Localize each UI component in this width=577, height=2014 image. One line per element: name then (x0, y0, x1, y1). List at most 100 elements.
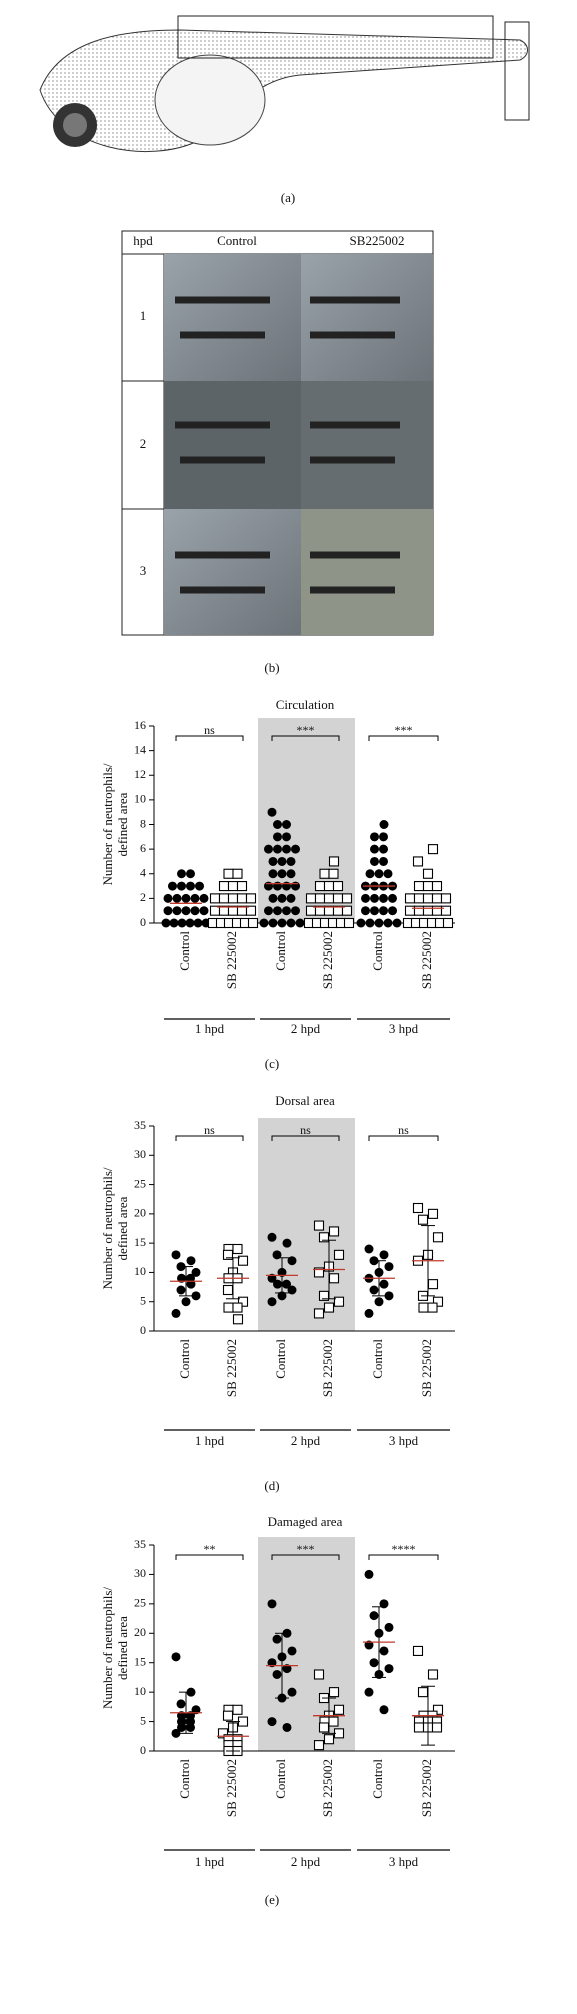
data-point (286, 893, 296, 903)
data-point (328, 1687, 340, 1698)
group-label: 3 hpd (389, 1433, 419, 1448)
data-point (291, 906, 300, 916)
data-point (181, 1297, 191, 1307)
data-point (379, 893, 388, 903)
data-point (168, 881, 177, 891)
data-point (171, 1250, 181, 1260)
data-point (227, 893, 239, 904)
data-point (313, 1669, 325, 1680)
y-axis-label: defined area (115, 792, 130, 856)
data-point (323, 881, 335, 892)
data-point (341, 893, 353, 904)
shaded-region (258, 718, 355, 923)
row-label: 1 (140, 308, 147, 323)
data-point (365, 918, 375, 928)
y-tick-label: 10 (134, 792, 146, 806)
y-axis-label: Number of neutrophils/ (100, 1167, 115, 1289)
y-tick-label: 5 (140, 1713, 146, 1727)
data-point (412, 856, 424, 867)
data-point (384, 1664, 394, 1674)
data-point (383, 918, 393, 928)
table-header: Control (217, 233, 257, 248)
x-tick-label: SB 225002 (224, 931, 239, 989)
data-point (286, 856, 296, 866)
data-point (364, 1244, 374, 1254)
data-point (427, 1208, 439, 1219)
data-point (343, 917, 355, 929)
panel-label: (a) (281, 190, 295, 205)
significance-bracket (368, 1554, 439, 1560)
shaded-region (258, 1118, 355, 1331)
x-tick-label: Control (370, 1339, 385, 1379)
data-point (364, 1640, 374, 1650)
data-point (172, 893, 182, 903)
data-point (267, 807, 277, 817)
data-point (218, 893, 230, 904)
data-point (171, 1652, 181, 1662)
significance-bracket (175, 1135, 244, 1141)
group-label: 1 hpd (195, 1021, 225, 1036)
data-point (412, 1202, 424, 1214)
group-label: 2 hpd (291, 1854, 321, 1869)
y-tick-label: 20 (134, 1625, 146, 1639)
y-tick-label: 16 (134, 718, 146, 732)
data-point (282, 906, 291, 916)
data-point (370, 856, 379, 866)
data-point (282, 1238, 292, 1248)
data-point (267, 1717, 277, 1727)
data-point (185, 918, 195, 928)
data-point (432, 1704, 444, 1715)
x-tick-label: SB 225002 (320, 1339, 335, 1397)
x-tick-label: SB 225002 (224, 1339, 239, 1397)
data-point (379, 1705, 389, 1715)
y-axis-label: Number of neutrophils/ (100, 1587, 115, 1709)
y-tick-label: 35 (134, 1537, 146, 1551)
data-point (247, 917, 259, 929)
data-point (259, 918, 269, 928)
data-point (222, 1249, 234, 1260)
x-tick-label: SB 225002 (419, 1339, 434, 1397)
significance-label: ns (204, 723, 215, 737)
data-point (364, 1308, 374, 1318)
data-point (268, 856, 278, 866)
data-point (413, 893, 425, 904)
significance-bracket (271, 735, 340, 741)
y-tick-label: 8 (140, 816, 146, 830)
data-point (190, 893, 200, 903)
x-tick-label: SB 225002 (320, 1759, 335, 1817)
data-point (333, 1704, 345, 1715)
significance-bracket (368, 735, 439, 741)
data-point (431, 881, 443, 892)
data-point (282, 844, 291, 854)
data-point (268, 918, 278, 928)
data-point (186, 1256, 196, 1266)
data-point (323, 1302, 335, 1313)
data-point (412, 1645, 424, 1656)
data-point (379, 1599, 389, 1609)
data-point (273, 906, 282, 916)
significance-bracket (175, 735, 244, 741)
data-point (370, 893, 379, 903)
data-point (273, 832, 282, 842)
data-point (422, 893, 434, 904)
data-point (267, 1273, 277, 1283)
y-tick-label: 0 (140, 1743, 146, 1757)
data-point (272, 1634, 282, 1644)
data-point (282, 820, 291, 829)
data-point (282, 1722, 292, 1732)
chart-title: Dorsal area (275, 1093, 335, 1108)
data-point (163, 906, 173, 916)
data-point (232, 1243, 243, 1255)
data-point (379, 844, 388, 854)
group-label: 2 hpd (291, 1021, 321, 1036)
x-tick-label: Control (370, 1759, 385, 1799)
data-point (190, 906, 200, 916)
data-point (364, 1569, 374, 1579)
x-tick-label: Control (273, 1339, 288, 1379)
row-label: 2 (140, 436, 147, 451)
data-point (287, 1687, 297, 1697)
data-point (186, 881, 195, 891)
data-point (287, 1256, 297, 1266)
data-point (356, 918, 366, 928)
data-point (440, 905, 452, 916)
